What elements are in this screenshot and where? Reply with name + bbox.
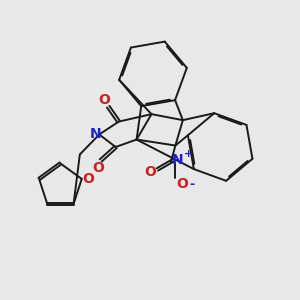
Text: N: N <box>172 153 183 166</box>
Text: O: O <box>99 93 110 107</box>
Text: +: + <box>184 148 193 159</box>
Text: O: O <box>92 161 104 175</box>
Text: N: N <box>90 128 101 142</box>
Text: O: O <box>82 172 94 186</box>
Text: O: O <box>176 177 188 191</box>
Text: O: O <box>144 165 156 179</box>
Text: -: - <box>189 178 194 191</box>
